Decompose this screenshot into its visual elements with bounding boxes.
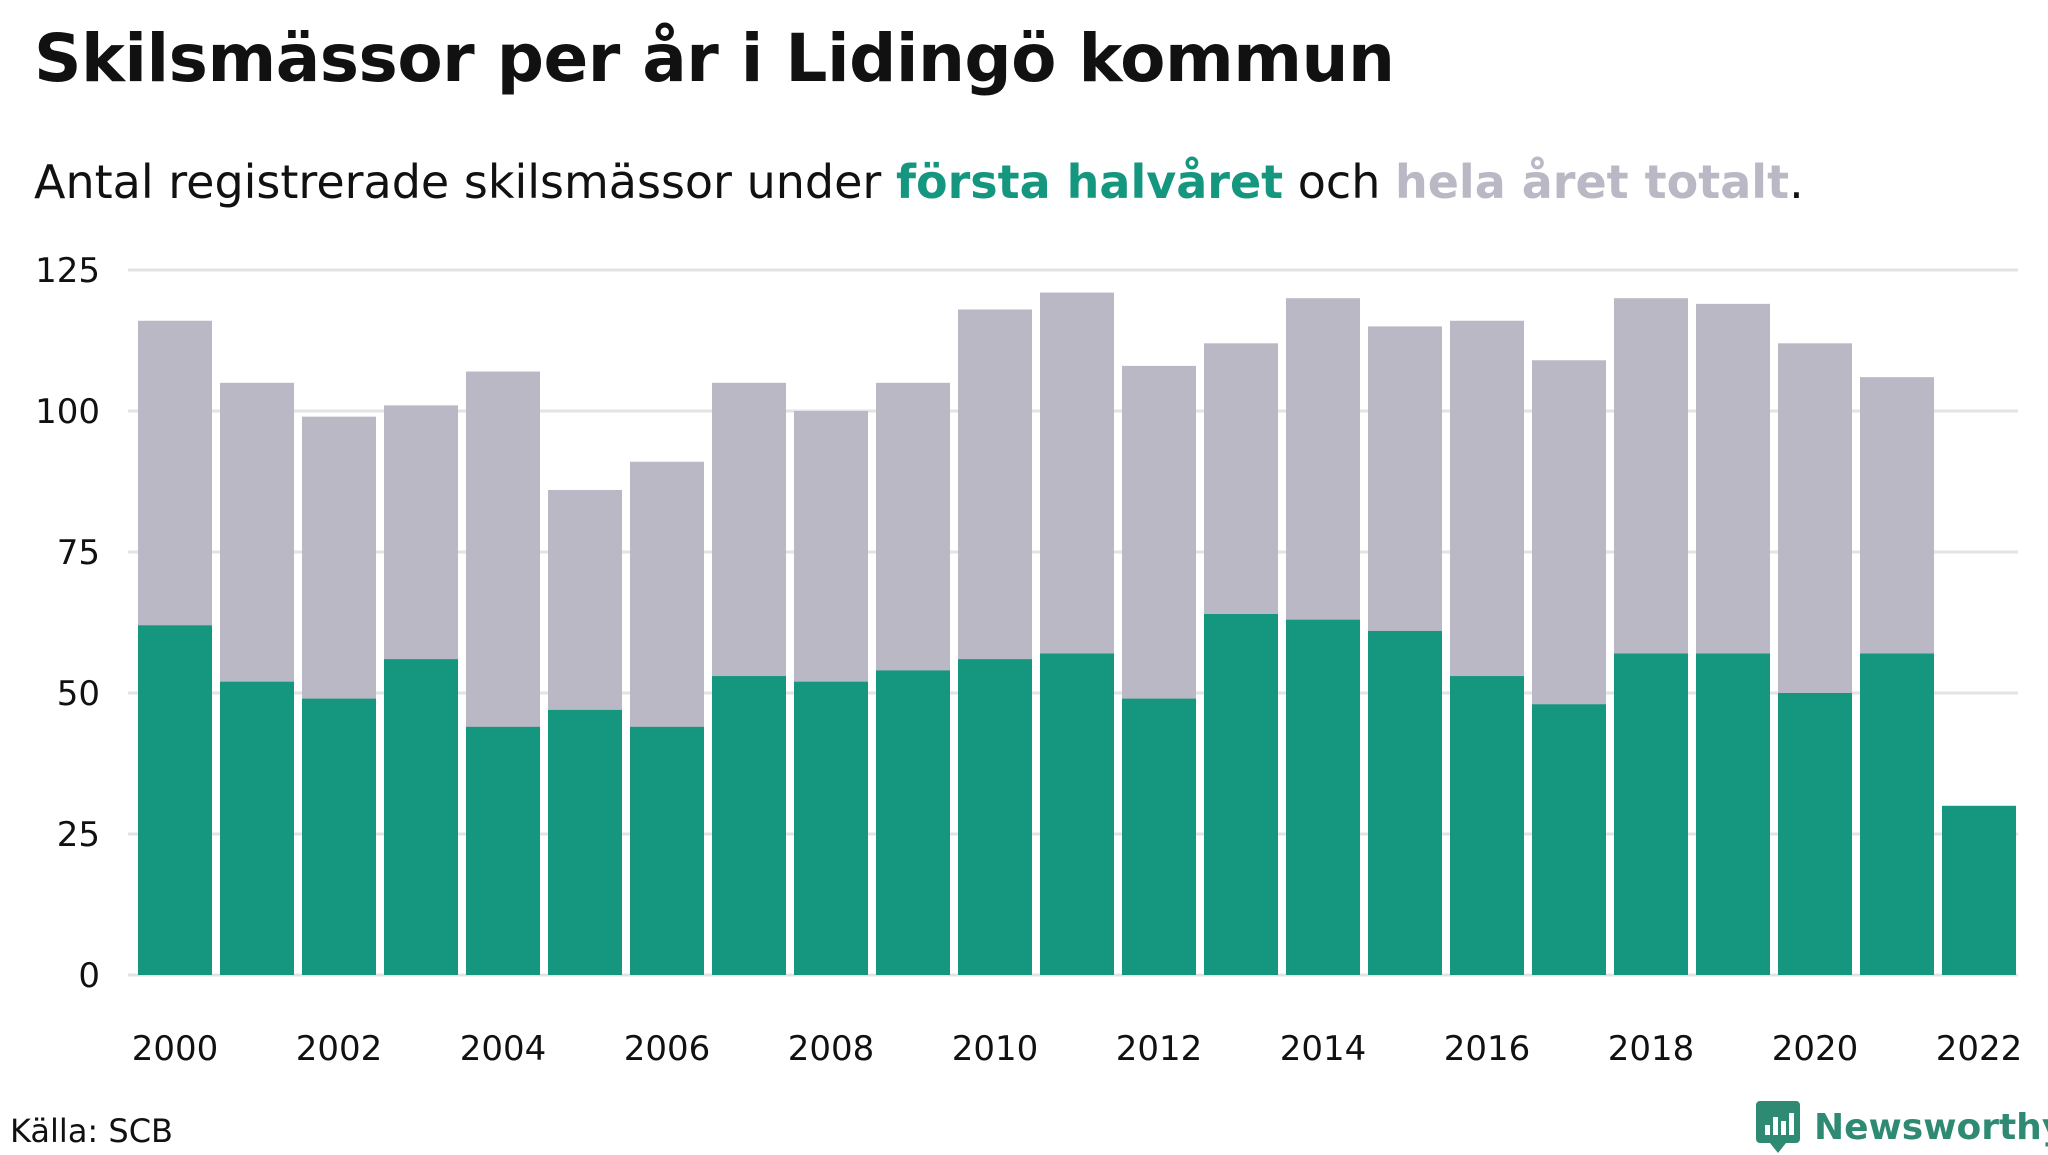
legend-first-half: första halvåret — [895, 155, 1284, 209]
bar-first-half-2003 — [384, 659, 458, 975]
bar-first-half-2013 — [1204, 614, 1278, 975]
bar-first-half-2012 — [1122, 698, 1196, 975]
y-tick-label: 25 — [57, 815, 100, 855]
bar-first-half-2016 — [1450, 676, 1524, 975]
y-tick-label: 100 — [35, 392, 100, 432]
bar-first-half-2001 — [220, 681, 294, 975]
series-first-half-bars — [138, 614, 2016, 975]
y-axis-ticks: 0 25 50 75 100 125 — [35, 251, 100, 996]
subtitle-prefix: Antal registrerade skilsmässor under — [34, 155, 896, 209]
x-tick-label: 2000 — [132, 1029, 219, 1069]
bar-first-half-2010 — [958, 659, 1032, 975]
subtitle-suffix: . — [1789, 155, 1804, 209]
x-tick-label: 2008 — [788, 1029, 875, 1069]
bar-first-half-2014 — [1286, 619, 1360, 975]
chart-subtitle: Antal registrerade skilsmässor under för… — [34, 155, 1804, 209]
bar-first-half-2018 — [1614, 653, 1688, 975]
bar-first-half-2011 — [1040, 653, 1114, 975]
x-tick-label: 2002 — [296, 1029, 383, 1069]
bar-first-half-2021 — [1860, 653, 1934, 975]
bar-first-half-2008 — [794, 681, 868, 975]
x-tick-label: 2014 — [1280, 1029, 1367, 1069]
y-tick-label: 0 — [78, 956, 100, 996]
bar-first-half-2002 — [302, 698, 376, 975]
bar-first-half-2022 — [1942, 805, 2016, 975]
x-tick-label: 2022 — [1936, 1029, 2023, 1069]
x-axis-ticks: 2000 2002 2004 2006 2008 2010 2012 2014 2016 2018… — [132, 1029, 2023, 1069]
y-tick-label: 125 — [35, 251, 100, 291]
x-tick-label: 2010 — [952, 1029, 1039, 1069]
bar-first-half-2004 — [466, 726, 540, 975]
x-tick-label: 2020 — [1772, 1029, 1859, 1069]
bar-first-half-2007 — [712, 676, 786, 975]
source-note: Källa: SCB — [10, 1112, 173, 1150]
bar-first-half-2017 — [1532, 704, 1606, 975]
brand-name: Newsworthy — [1814, 1106, 2048, 1148]
bar-first-half-2000 — [138, 625, 212, 975]
bar-first-half-2020 — [1778, 693, 1852, 975]
x-tick-label: 2004 — [460, 1029, 547, 1069]
subtitle-middle: och — [1283, 155, 1395, 209]
bar-first-half-2006 — [630, 726, 704, 975]
bar-first-half-2019 — [1696, 653, 1770, 975]
x-tick-label: 2016 — [1444, 1029, 1531, 1069]
x-tick-label: 2018 — [1608, 1029, 1695, 1069]
y-tick-label: 50 — [57, 674, 100, 714]
bar-first-half-2015 — [1368, 630, 1442, 975]
y-tick-label: 75 — [57, 533, 100, 573]
bar-first-half-2009 — [876, 670, 950, 975]
legend-total: hela året totalt — [1394, 155, 1790, 209]
x-tick-label: 2006 — [624, 1029, 711, 1069]
bar-first-half-2005 — [548, 709, 622, 975]
newsworthy-logo-icon — [1756, 1101, 1800, 1153]
x-tick-label: 2012 — [1116, 1029, 1203, 1069]
chart-title: Skilsmässor per år i Lidingö kommun — [34, 20, 1395, 97]
brand-logo: Newsworthy — [1754, 1099, 2048, 1155]
